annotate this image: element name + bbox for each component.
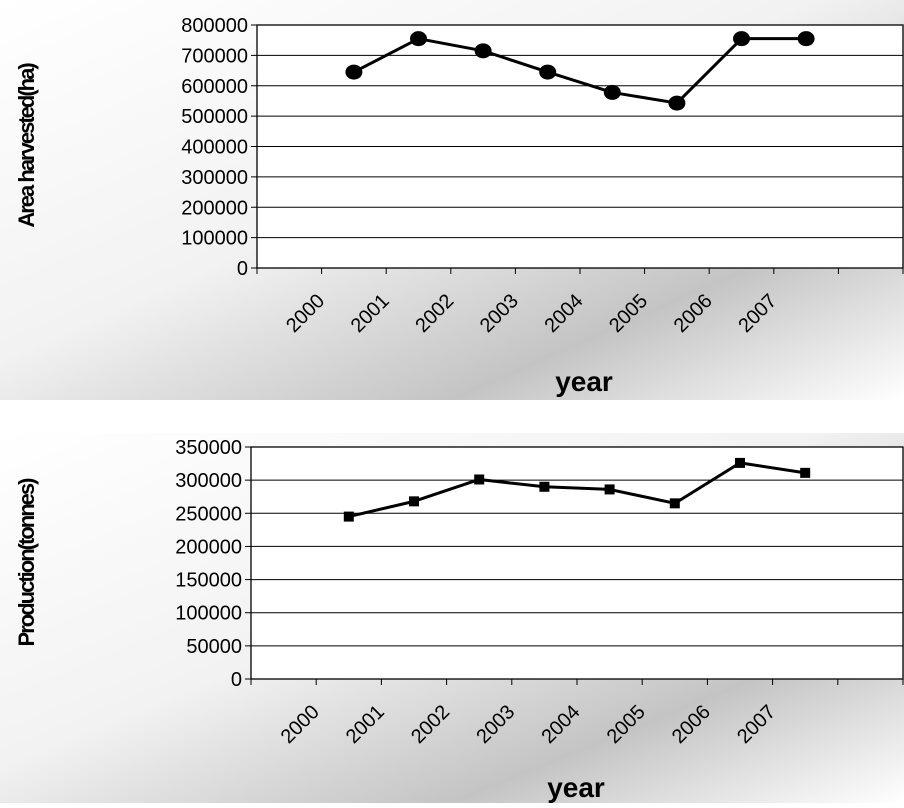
data-point [604, 484, 615, 495]
data-point [474, 474, 485, 485]
y-tick-label: 250000 [175, 503, 242, 525]
y-tick-label: 0 [237, 258, 248, 280]
x-axis-title: year [547, 772, 605, 803]
data-point [474, 43, 492, 59]
y-tick-label: 300000 [175, 470, 242, 492]
y-tick-label: 100000 [181, 228, 248, 250]
data-point [603, 84, 621, 100]
data-point [797, 31, 815, 47]
y-tick-label: 400000 [181, 137, 248, 159]
y-tick-label: 150000 [175, 570, 242, 592]
data-point [539, 64, 557, 80]
data-point [800, 467, 811, 478]
series-line [348, 461, 806, 519]
y-tick-label: 350000 [175, 437, 242, 459]
y-tick-label: 100000 [175, 603, 242, 625]
y-tick-label: 500000 [181, 106, 248, 128]
y-tick-label: 200000 [175, 536, 242, 558]
area-harvested-chart: Area harvested(ha) year 0 100000 200000 300… [0, 0, 904, 400]
y-axis-title: Production(tonnes) [14, 478, 39, 647]
y-tick-label: 50000 [186, 636, 242, 658]
y-tick-label: 700000 [181, 45, 248, 67]
data-point [733, 31, 750, 47]
y-tick-label: 300000 [181, 167, 248, 189]
y-tick-label: 600000 [181, 76, 248, 98]
data-point [668, 95, 686, 111]
y-tick-label: 800000 [181, 15, 248, 37]
data-point [410, 31, 427, 47]
series-line [353, 37, 807, 105]
x-axis-title: year [555, 366, 613, 397]
y-axis-title: Area harvested(ha) [14, 63, 39, 228]
data-point [343, 511, 354, 522]
data-point [409, 496, 419, 507]
y-tick-label: 200000 [181, 197, 248, 219]
y-tick-label: 0 [231, 669, 242, 691]
production-chart: Production(tonnes) year 0 50000 100000 1500… [0, 433, 904, 803]
data-point [539, 481, 550, 492]
data-point [669, 498, 680, 509]
data-point [345, 64, 363, 80]
plot-area [251, 447, 903, 679]
data-point [735, 457, 745, 468]
